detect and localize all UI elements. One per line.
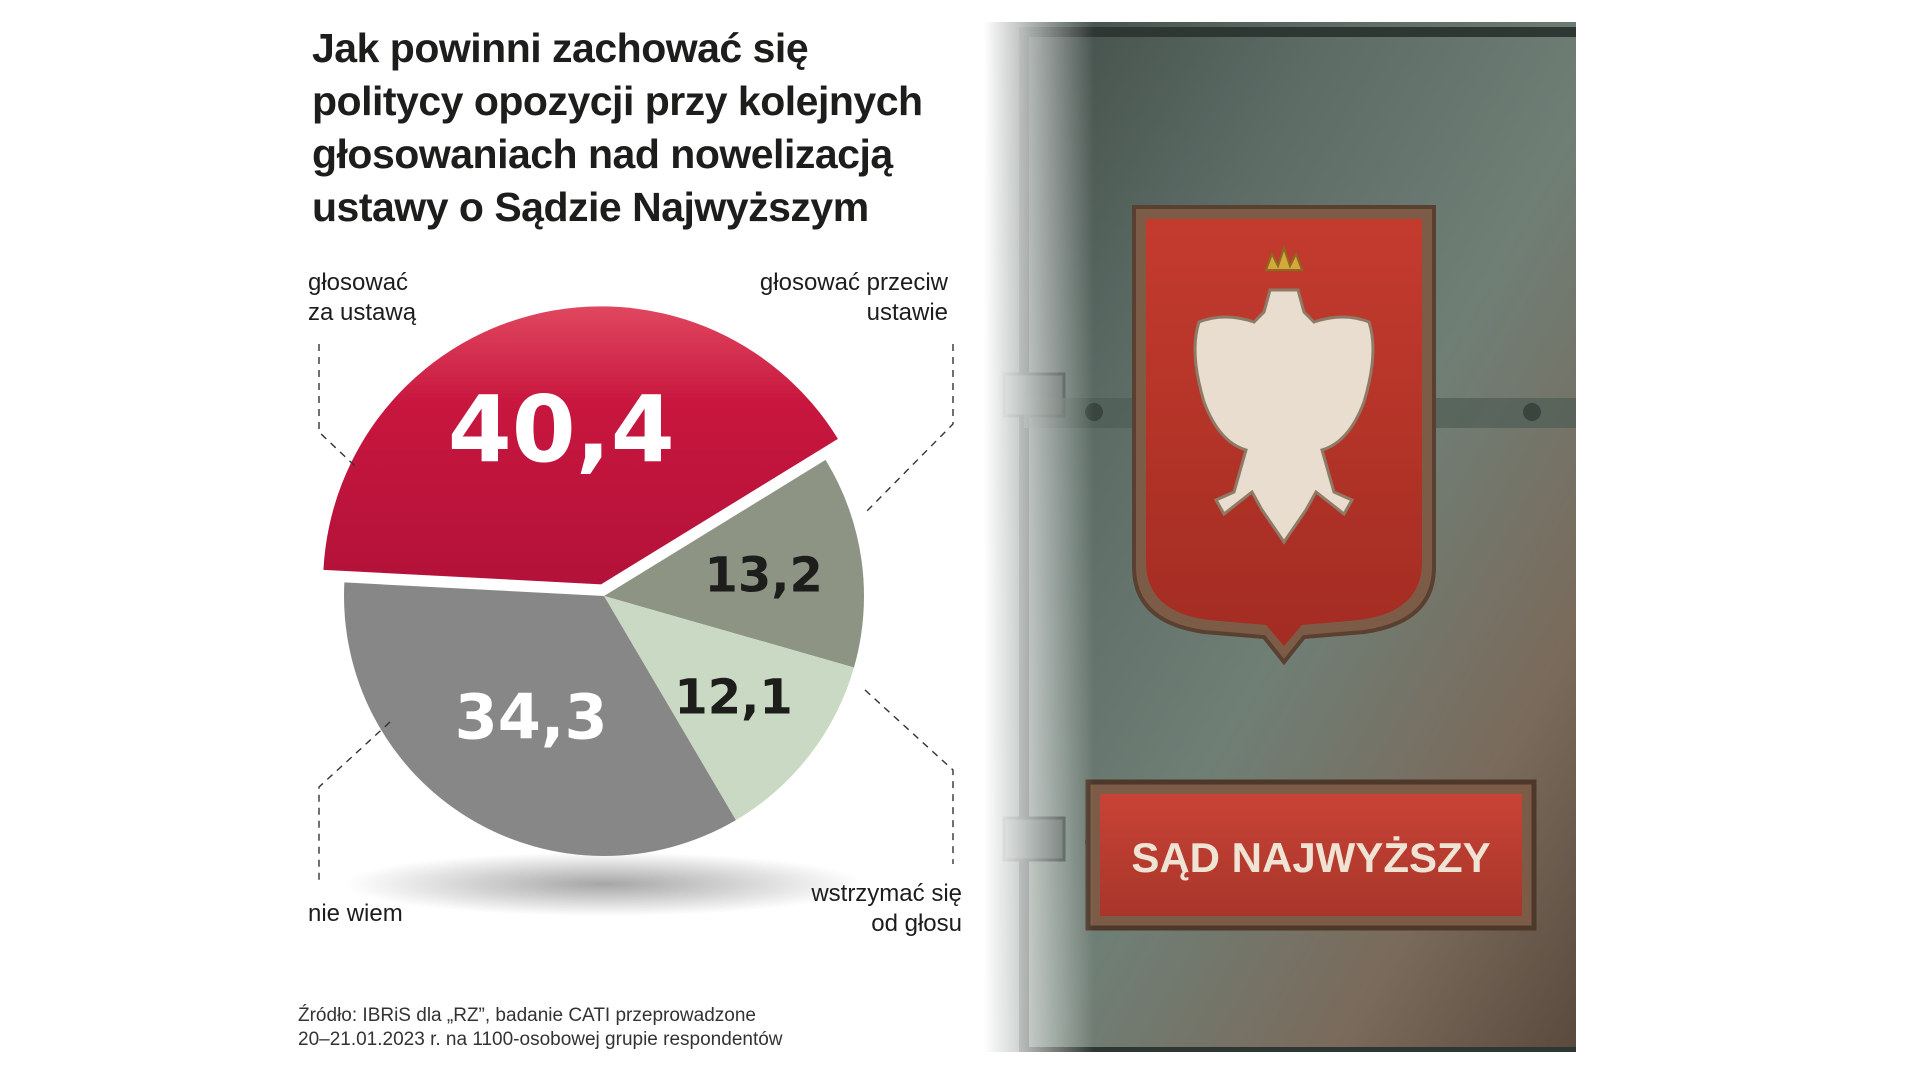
pie-slice-przeciw bbox=[604, 459, 865, 668]
label-wstrzymac-line1: wstrzymać się bbox=[811, 880, 962, 907]
crown-icon bbox=[1264, 244, 1304, 271]
eagle-icon bbox=[1193, 288, 1375, 545]
leader-line-niewiem bbox=[318, 721, 391, 884]
pie-shadow bbox=[344, 852, 864, 916]
label-za-line1: głosować bbox=[308, 269, 409, 296]
chart-title: Jak powinni zachować się politycy opozyc… bbox=[312, 25, 923, 230]
label-wstrzymac-line2: od głosu bbox=[871, 910, 962, 937]
court-plaque: SĄD NAJWYŻSZY bbox=[1085, 779, 1537, 931]
polish-eagle-emblem bbox=[1132, 205, 1436, 666]
leader-line-przeciw bbox=[865, 344, 954, 513]
label-przeciw-line1: głosować przeciw bbox=[759, 269, 948, 296]
pie-chart: 40,4 13,2 12,1 34,3 bbox=[318, 306, 954, 916]
label-wstrzymac: wstrzymać się od głosu bbox=[704, 879, 962, 939]
source-note: Źródło: IBRiS dla „RZ”, badanie CATI prz… bbox=[298, 1004, 783, 1052]
leader-line-wstrzymac bbox=[864, 689, 954, 864]
supreme-court-photo: SĄD NAJWYŻSZY bbox=[984, 22, 1576, 1052]
source-line1: Źródło: IBRiS dla „RZ”, badanie CATI prz… bbox=[298, 1005, 756, 1026]
pie-slice-nie-wiem bbox=[344, 582, 736, 856]
rivet-icon bbox=[1523, 403, 1541, 421]
pie-slice-wstrzymac bbox=[604, 596, 854, 821]
leader-line-za bbox=[318, 344, 357, 468]
value-label-przeciw: 13,2 bbox=[704, 547, 822, 603]
label-za-line2: za ustawą bbox=[308, 299, 417, 326]
value-label-nie-wiem: 34,3 bbox=[455, 680, 608, 753]
label-nie-wiem: nie wiem bbox=[308, 900, 403, 927]
plaque-field bbox=[1100, 794, 1522, 916]
infographic: Jak powinni zachować się politycy opozyc… bbox=[294, 22, 1576, 1052]
value-label-za-ustawa: 40,4 bbox=[448, 376, 675, 483]
source-line2: 20–21.01.2023 r. na 1100-osobowej grupie… bbox=[298, 1029, 783, 1050]
photo-left-fade bbox=[984, 22, 1094, 1052]
plaque-text: SĄD NAJWYŻSZY bbox=[1131, 834, 1490, 881]
label-przeciw-ustawie: głosować przeciw ustawie bbox=[688, 268, 948, 328]
label-za-ustawa: głosować za ustawą bbox=[308, 268, 416, 328]
value-label-wstrzymac: 12,1 bbox=[674, 670, 792, 726]
label-przeciw-line2: ustawie bbox=[866, 299, 948, 326]
pie-slice-za-ustawa bbox=[323, 306, 838, 585]
